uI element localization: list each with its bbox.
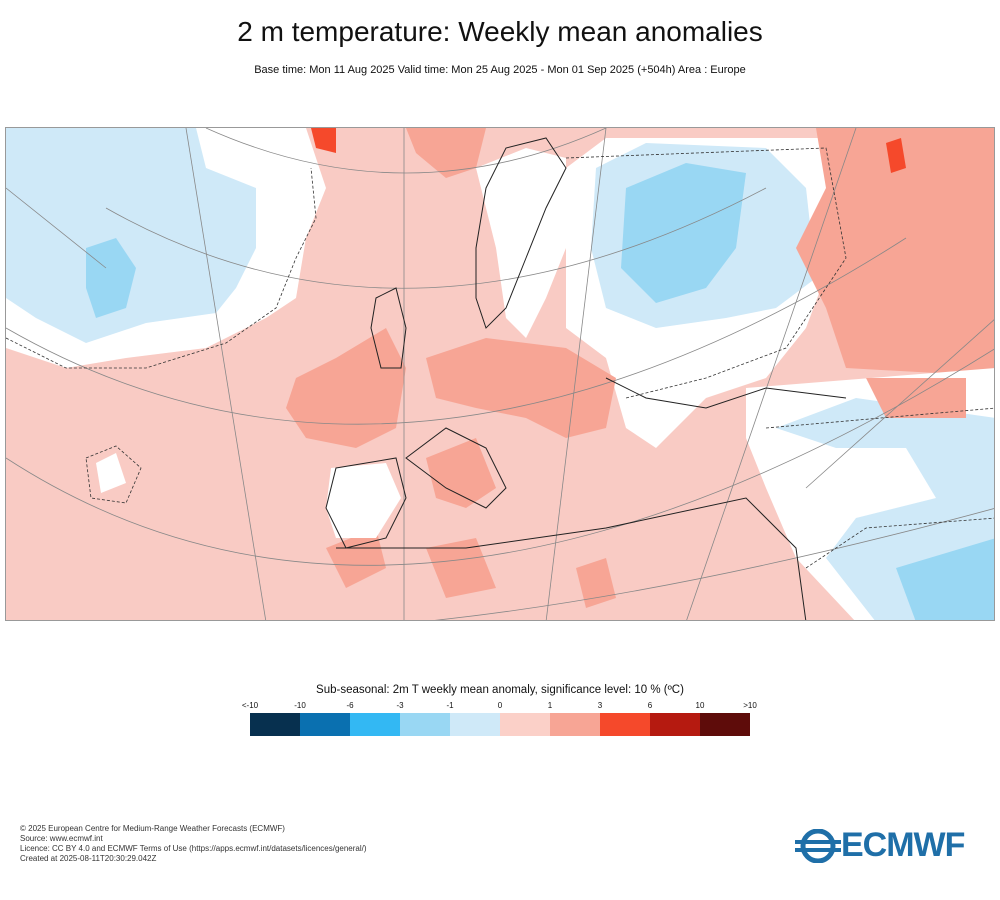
colorbar-label: 0: [497, 701, 503, 710]
colorbar-label: 3: [597, 701, 603, 710]
colorbar-labels: <-10 -10 -6 -3 -1 0 1 3 6 10 >10: [242, 701, 757, 713]
graticule: [6, 128, 994, 620]
anomaly-region-africa-warm: [326, 528, 616, 608]
colorbar-label: 1: [547, 701, 553, 710]
licence-text: Licence: CC BY 4.0 and ECMWF Terms of Us…: [20, 844, 367, 853]
significance-contours: [6, 147, 994, 569]
colorbar-swatch: [600, 713, 650, 736]
anomaly-region-turkey-warm: [866, 378, 966, 418]
anomaly-map: [5, 127, 995, 621]
colorbar-label: -10: [294, 701, 306, 710]
anomaly-region-nw-cooler: [86, 238, 136, 318]
colorbar-label: -1: [446, 701, 454, 710]
colorbar-swatch: [550, 713, 600, 736]
colorbar-swatch: [400, 713, 450, 736]
colorbar-label: -3: [396, 701, 404, 710]
created-text: Created at 2025-08-11T20:30:29.042Z: [20, 854, 157, 863]
anomaly-region-italy-warm: [426, 438, 496, 508]
colorbar-label: 6: [647, 701, 653, 710]
anomaly-region-central-europe-warm: [426, 338, 616, 438]
anomaly-region-ne-hot: [886, 138, 906, 173]
anomaly-region-scandinavia-neutral: [476, 148, 566, 338]
chart-subtitle: Base time: Mon 11 Aug 2025 Valid time: M…: [254, 64, 746, 76]
colorbar-title: Sub-seasonal: 2m T weekly mean anomaly, …: [316, 684, 684, 696]
colorbar-label: -6: [346, 701, 354, 710]
colorbar: [250, 713, 750, 736]
colorbar-swatch: [450, 713, 500, 736]
coastlines: [325, 137, 847, 620]
ecmwf-logo-text: ECMWF: [841, 826, 965, 864]
colorbar-swatch: [500, 713, 550, 736]
footer: © 2025 European Centre for Medium-Range …: [20, 824, 367, 864]
ecmwf-logo: ECMWF: [795, 826, 965, 865]
colorbar-swatch: [350, 713, 400, 736]
anomaly-region-iberia-neutral: [326, 463, 401, 538]
anomaly-region-france-warm: [286, 328, 406, 448]
anomaly-region-north-warmer: [406, 128, 486, 178]
chart-title: 2 m temperature: Weekly mean anomalies: [237, 16, 763, 47]
copyright-text: © 2025 European Centre for Medium-Range …: [20, 824, 285, 833]
colorbar-label: <-10: [241, 701, 259, 710]
colorbar-swatch: [250, 713, 300, 736]
colorbar-swatch: [650, 713, 700, 736]
anomaly-region-east-cooler: [621, 163, 746, 303]
colorbar-swatch: [300, 713, 350, 736]
colorbar-label: >10: [743, 701, 757, 710]
anomaly-region-greenland-warm: [311, 128, 336, 153]
anomaly-region-atlantic-neutral: [96, 453, 126, 493]
colorbar-swatch: [700, 713, 750, 736]
anomaly-region-nw-cool: [6, 128, 256, 343]
anomaly-region-se-cooler: [896, 538, 994, 620]
colorbar-label: 10: [695, 701, 705, 710]
ecmwf-logo-icon: [795, 828, 841, 863]
anomaly-region-ne-warm: [796, 128, 994, 378]
source-text: Source: www.ecmwf.int: [20, 834, 103, 843]
